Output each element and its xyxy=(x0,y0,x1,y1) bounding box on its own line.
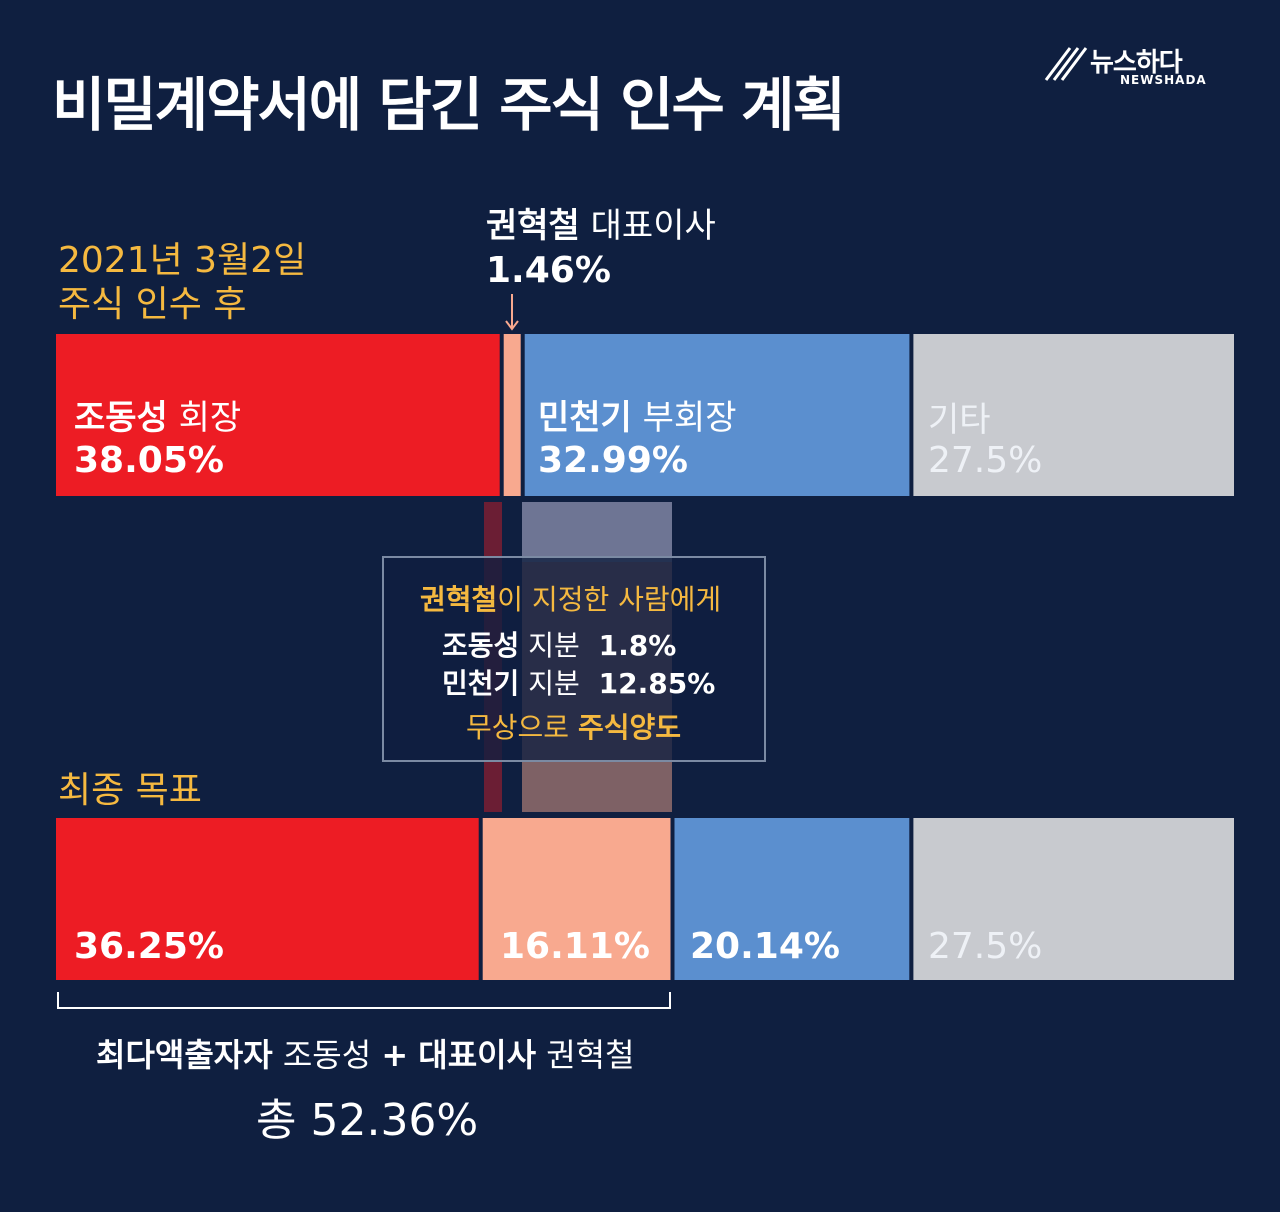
note-line4: 무상으로 주식양도 xyxy=(466,706,681,746)
bar1-seg4-name: 기타 xyxy=(928,400,991,440)
ceo-callout-value: 1.46% xyxy=(486,250,611,291)
note-line3-name: 민천기 xyxy=(442,667,520,700)
bar1-seg3-name: 민천기 xyxy=(538,398,632,438)
bar1-seg4 xyxy=(913,334,1234,496)
ceo-name: 권혁철 xyxy=(486,206,580,246)
down-arrow-icon xyxy=(505,294,519,331)
summary-plus: + xyxy=(381,1036,409,1074)
bar1-seg1-value: 38.05% xyxy=(74,440,224,481)
summary-total: 총 52.36% xyxy=(256,1095,479,1146)
bar1-seg1-name: 조동성 xyxy=(74,398,168,438)
after-acquisition-label: 주식 인수 후 xyxy=(58,284,247,325)
bar2-seg2-value: 16.11% xyxy=(500,926,650,967)
bar1-seg2 xyxy=(503,334,521,496)
brand-name: 뉴스하다 xyxy=(1090,48,1183,78)
bar2-seg3 xyxy=(674,818,910,980)
bar1-seg4-value: 27.5% xyxy=(928,440,1043,481)
ceo-role: 대표이사 xyxy=(590,206,716,246)
bar1-seg3 xyxy=(524,334,910,496)
transfer-note-box xyxy=(382,556,766,762)
bar1-seg1-label: 조동성 회장 xyxy=(74,390,241,439)
note-line2-mid: 지분 xyxy=(528,629,580,662)
summary-name2: 권혁철 xyxy=(546,1036,635,1074)
note-line3-mid: 지분 xyxy=(528,667,580,700)
summary-bracket xyxy=(57,992,671,1009)
summary-name1: 조동성 xyxy=(282,1036,372,1074)
note-line1: 권혁철이 지정한 사람에게 xyxy=(420,578,721,618)
bar2-seg3-value: 20.14% xyxy=(690,926,840,967)
note-line1-name: 권혁철 xyxy=(420,583,498,616)
bar1-seg3-role: 부회장 xyxy=(642,398,737,438)
transfer-band-min-top xyxy=(522,502,672,562)
note-line4-bold: 주식양도 xyxy=(577,711,681,744)
bar2-seg1 xyxy=(56,818,479,980)
ceo-callout-title: 권혁철 대표이사 xyxy=(486,198,716,247)
page-title: 비밀계약서에 담긴 주식 인수 계획 xyxy=(52,71,846,139)
bar2-seg4 xyxy=(913,818,1234,980)
logo-stripes-icon xyxy=(1044,47,1088,81)
final-target-label: 최종 목표 xyxy=(58,770,202,811)
after-acquisition-date: 2021년 3월2일 xyxy=(58,240,307,281)
bar1-seg1 xyxy=(56,334,500,496)
note-line1-rest: 이 지정한 사람에게 xyxy=(497,583,722,616)
bar2-seg4-value: 27.5% xyxy=(928,926,1043,967)
note-line3: 민천기 지분 12.85% xyxy=(442,662,715,702)
note-line3-value: 12.85% xyxy=(598,667,716,700)
bar2-seg1-value: 36.25% xyxy=(74,926,224,967)
bar1-seg3-label: 민천기 부회장 xyxy=(538,390,737,439)
note-line2: 조동성 지분 1.8% xyxy=(442,624,676,664)
summary-bold2: 대표이사 xyxy=(418,1036,537,1074)
bar1-seg1-role: 회장 xyxy=(178,398,242,438)
summary-bold1: 최다액출자자 xyxy=(96,1036,273,1074)
bar2-seg2 xyxy=(482,818,671,980)
note-line2-value: 1.8% xyxy=(598,629,677,662)
newshada-logo xyxy=(1044,47,1088,81)
bar1-seg3-value: 32.99% xyxy=(538,440,688,481)
note-line2-name: 조동성 xyxy=(442,629,520,662)
summary-line: 최다액출자자 조동성 + 대표이사 권혁철 xyxy=(96,1030,635,1076)
note-line4-prefix: 무상으로 xyxy=(466,711,570,744)
brand-sub: NEWSHADA xyxy=(1120,73,1207,87)
